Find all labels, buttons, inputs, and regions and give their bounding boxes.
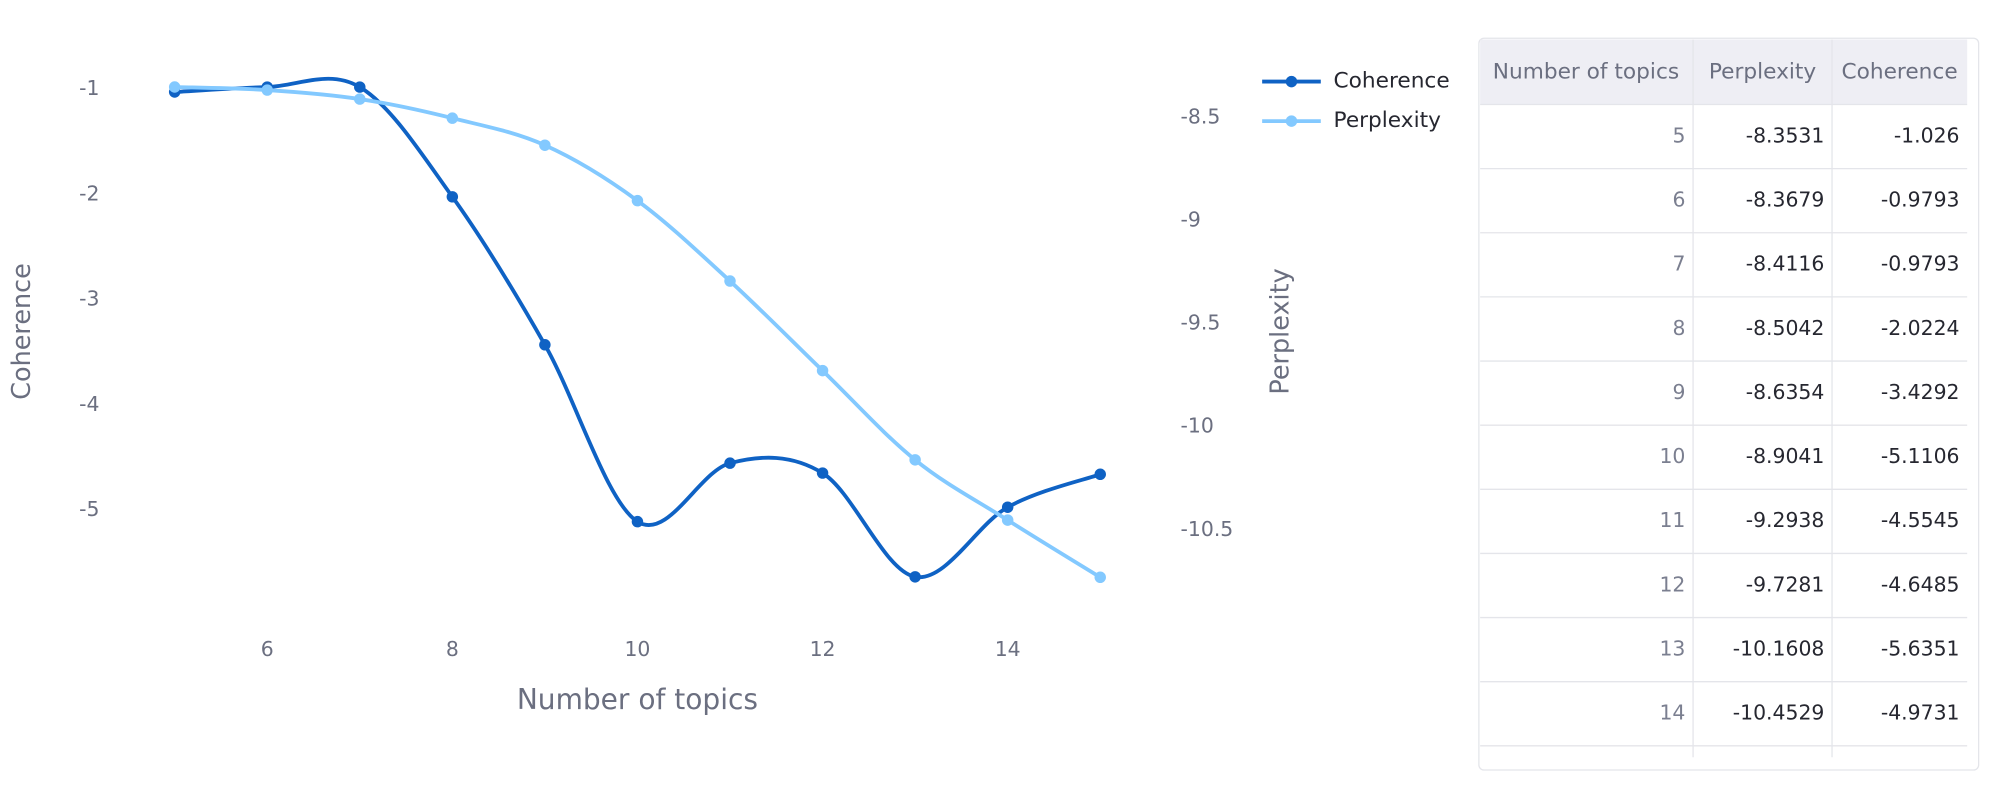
- table-frame: [1478, 37, 1980, 771]
- table-cell: -5.6351: [1881, 636, 1960, 660]
- row-index: 8: [1672, 316, 1685, 340]
- row-index: 13: [1659, 636, 1685, 660]
- data-point: [261, 84, 273, 96]
- table-cell: -4.6485: [1881, 572, 1960, 596]
- y-tick-label: -2: [79, 181, 99, 205]
- y2-tick-label: -8.5: [1181, 104, 1221, 128]
- row-index: 5: [1672, 123, 1685, 147]
- table-cell: -10.4529: [1733, 701, 1825, 725]
- row-index: 9: [1672, 380, 1685, 404]
- y-tick-label: -1: [79, 76, 99, 100]
- legend-label: Perplexity: [1334, 108, 1442, 133]
- data-point: [631, 194, 644, 207]
- data-point: [539, 339, 551, 351]
- data-table[interactable]: Number of topics Perplexity Coherence 5 -8.3…: [1478, 37, 1980, 771]
- row-index: 10: [1659, 444, 1685, 468]
- data-point: [168, 81, 181, 93]
- row-index: 6: [1672, 188, 1685, 212]
- data-point: [909, 571, 921, 583]
- legend-label: Coherence: [1334, 69, 1450, 94]
- data-point: [1001, 514, 1014, 526]
- x-tick-label: 10: [624, 637, 650, 661]
- data-point: [816, 364, 829, 377]
- row-index: 12: [1659, 572, 1685, 596]
- column-header: Coherence: [1842, 60, 1958, 85]
- table-cell: -8.3531: [1746, 123, 1825, 147]
- row-index: 14: [1659, 701, 1685, 725]
- table-cell: -2.0224: [1881, 316, 1960, 340]
- data-point: [909, 454, 921, 466]
- legend-marker: [1285, 75, 1298, 88]
- table-cell: -8.5042: [1746, 316, 1825, 340]
- table-cell: -9.2938: [1746, 508, 1825, 532]
- table-cell: -4.5545: [1881, 508, 1960, 532]
- table-cell: -8.3679: [1746, 188, 1825, 212]
- column-header: Number of topics: [1493, 60, 1679, 85]
- table-cell: -0.9793: [1881, 188, 1960, 212]
- column-header: Perplexity: [1709, 60, 1817, 85]
- table-cell: -4.9731: [1881, 701, 1960, 725]
- row-index: 11: [1659, 508, 1685, 532]
- table-cell: -0.9793: [1881, 252, 1960, 276]
- table-cell: -8.9041: [1746, 444, 1825, 468]
- table-cell: -10.1608: [1733, 636, 1825, 660]
- data-point: [1094, 571, 1106, 583]
- y-axis-title: Coherence: [7, 263, 37, 400]
- data-point: [354, 93, 366, 105]
- y-tick-label: -5: [79, 497, 99, 521]
- x-tick-label: 8: [446, 637, 459, 661]
- table-cell: -8.4116: [1746, 252, 1825, 276]
- x-tick-label: 6: [261, 637, 274, 661]
- series-line: [174, 85, 1102, 579]
- content: Number of topics Coherence Perplexity Nu…: [7, 37, 1980, 771]
- x-tick-label: 14: [995, 637, 1021, 661]
- data-point: [724, 275, 736, 287]
- x-axis-title: Number of topics: [517, 683, 758, 716]
- row-index: 7: [1672, 252, 1685, 276]
- table-cell: -5.1106: [1881, 444, 1960, 468]
- x-tick-label: 12: [810, 637, 836, 661]
- data-point: [539, 139, 551, 151]
- data-point: [1094, 468, 1106, 481]
- data-point: [446, 112, 459, 124]
- table-cell: -3.4292: [1881, 380, 1960, 404]
- data-point: [1001, 501, 1014, 513]
- data-point: [446, 191, 459, 203]
- data-point: [631, 515, 644, 528]
- y2-tick-label: -9: [1181, 207, 1201, 231]
- y-tick-label: -3: [79, 287, 99, 311]
- table-header-bg: [1480, 39, 1968, 105]
- data-point: [816, 467, 829, 479]
- y-tick-label: -4: [79, 392, 99, 416]
- y2-axis-title: Perplexity: [1265, 268, 1295, 394]
- legend-marker: [1285, 115, 1298, 127]
- series-line: [174, 76, 1101, 579]
- data-point: [354, 81, 366, 93]
- y2-tick-label: -10: [1181, 414, 1214, 438]
- y2-tick-label: -9.5: [1181, 311, 1221, 335]
- table-cell: -8.6354: [1746, 380, 1825, 404]
- table-cell: -9.7281: [1746, 572, 1825, 596]
- y2-tick-label: -10.5: [1181, 517, 1234, 541]
- table-cell: -1.026: [1894, 123, 1960, 147]
- data-point: [724, 457, 736, 469]
